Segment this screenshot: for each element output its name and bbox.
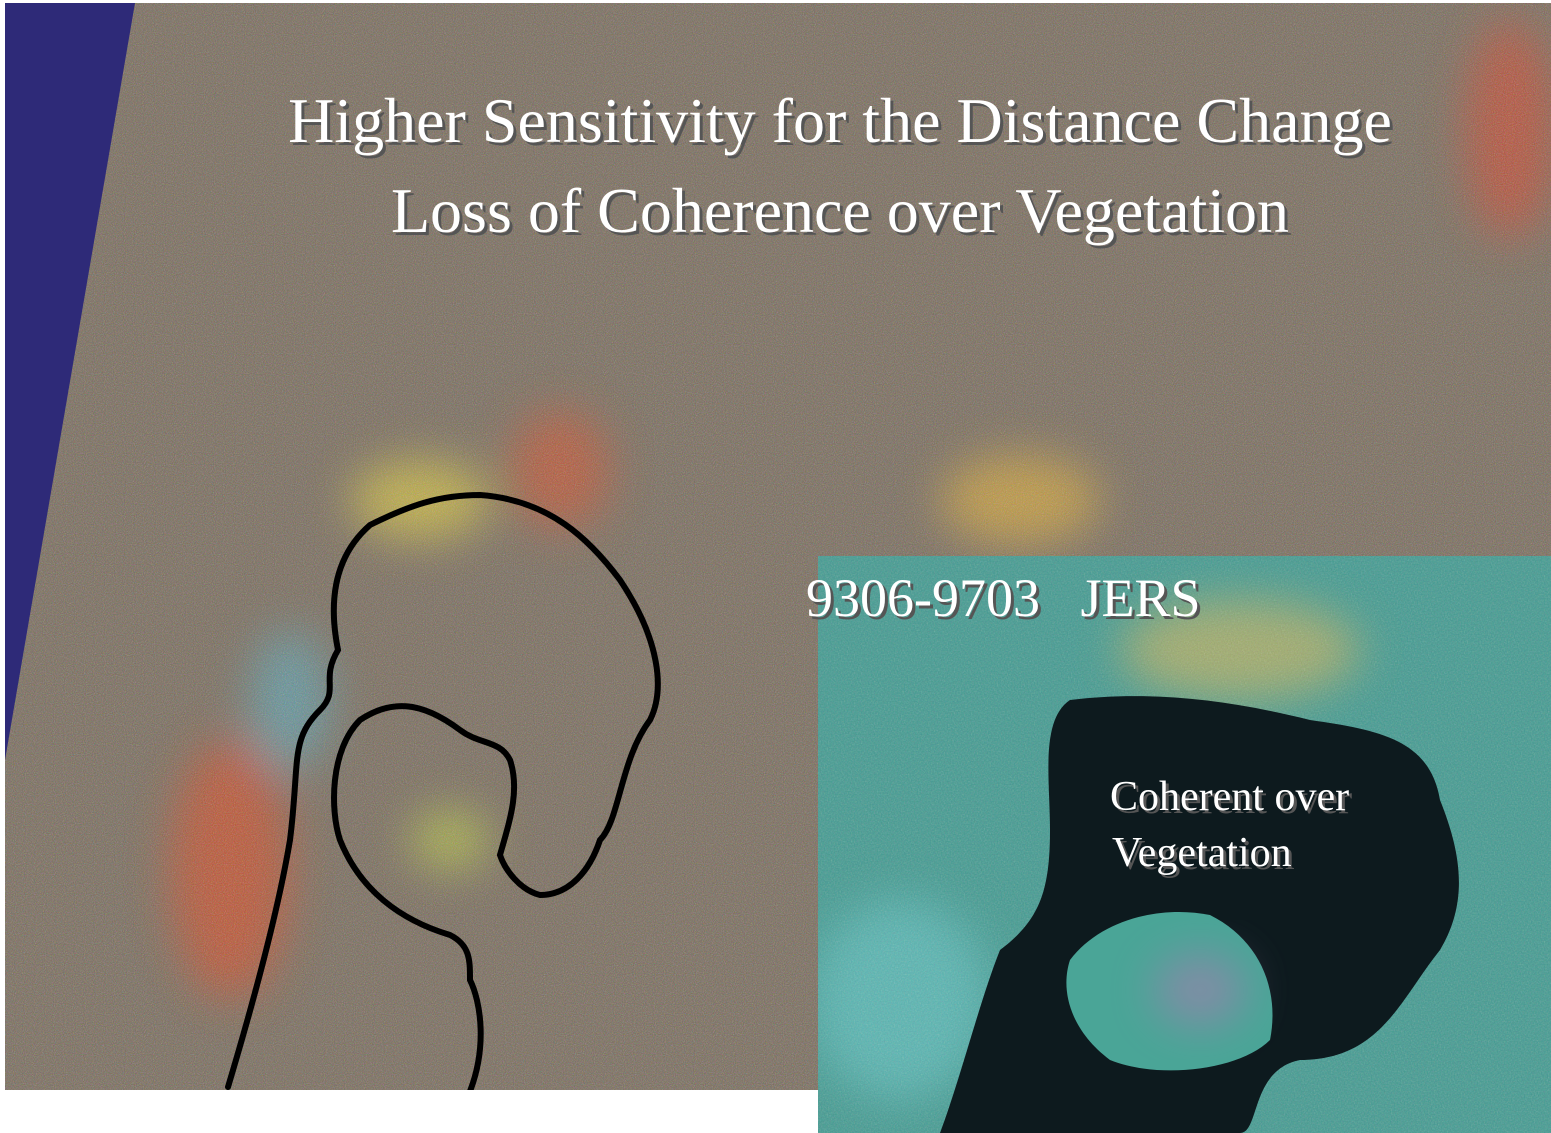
title-line: Loss of Coherence over Vegetation bbox=[391, 175, 1289, 246]
slide: Higher Sensitivity for the Distance Chan… bbox=[0, 0, 1551, 1133]
inset-annotation: Vegetation bbox=[1112, 830, 1292, 876]
inset-label: 9306-9703 JERS bbox=[806, 568, 1201, 628]
inset-annotation: Coherent over bbox=[1110, 774, 1349, 820]
title-line: Higher Sensitivity for the Distance Chan… bbox=[288, 85, 1392, 156]
